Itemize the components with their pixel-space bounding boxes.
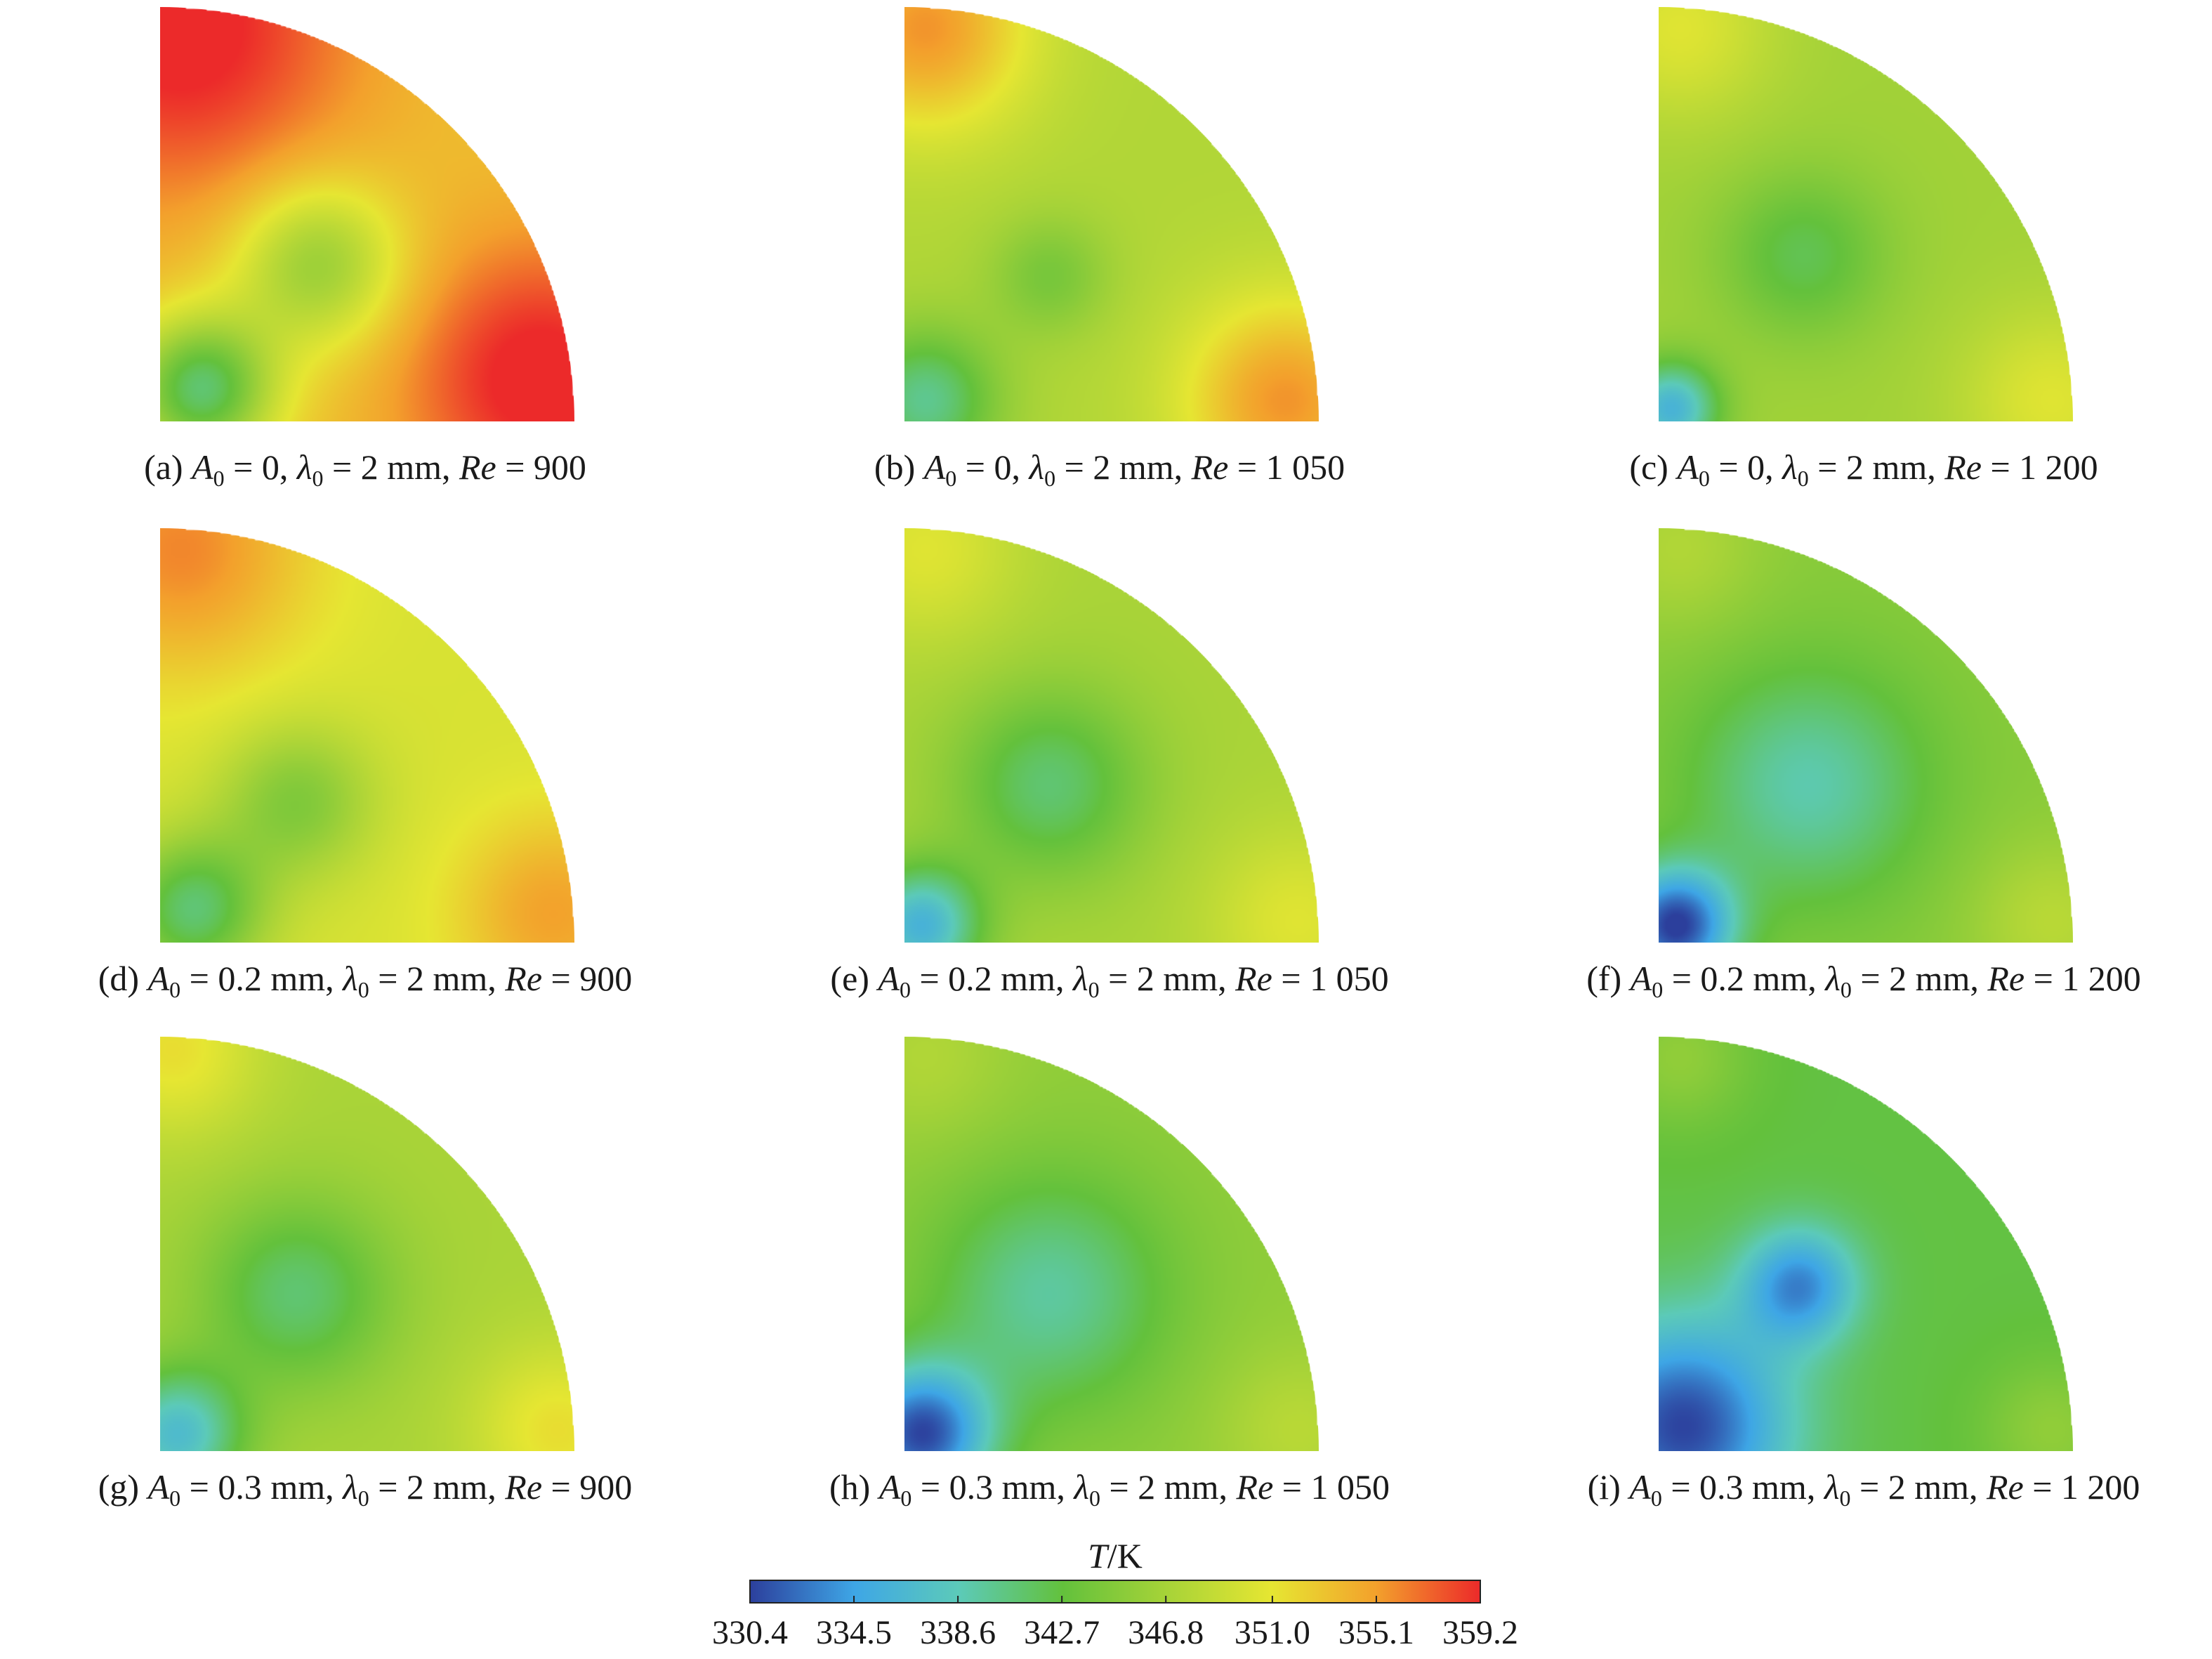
panel-letter: (h) (829, 1467, 879, 1507)
panel-letter: (f) (1586, 959, 1630, 998)
amplitude-value: 0.2 mm (1700, 959, 1808, 998)
colorbar-tick-label: 330.4 (712, 1614, 788, 1651)
amplitude-value: 0.2 mm (948, 959, 1055, 998)
panel-caption: (e) A0 = 0.2 mm, λ0 = 2 mm, Re = 1 050 (830, 959, 1388, 1002)
contour-panel: (g) A0 = 0.3 mm, λ0 = 2 mm, Re = 900 (98, 1037, 632, 1511)
temperature-field (1659, 7, 2073, 421)
temperature-field (904, 1037, 1319, 1451)
colorbar-tick-label: 355.1 (1338, 1614, 1414, 1651)
reynolds-value: 900 (534, 447, 586, 487)
amplitude-value: 0.3 mm (949, 1467, 1057, 1507)
panel-caption: (f) A0 = 0.2 mm, λ0 = 2 mm, Re = 1 200 (1586, 959, 2141, 1002)
wavelength-value: 2 mm (1888, 1467, 1969, 1507)
reynolds-value: 1 200 (2019, 447, 2098, 487)
contour-panel: (f) A0 = 0.2 mm, λ0 = 2 mm, Re = 1 200 (1586, 528, 2141, 1002)
reynolds-value: 1 050 (1310, 959, 1389, 998)
contour-panel: (i) A0 = 0.3 mm, λ0 = 2 mm, Re = 1 200 (1588, 1037, 2140, 1511)
contour-panel: (h) A0 = 0.3 mm, λ0 = 2 mm, Re = 1 050 (829, 1037, 1390, 1511)
panels: (a) A0 = 0, λ0 = 2 mm, Re = 900 (b) A0 = … (98, 7, 2141, 1511)
contour-panel: (d) A0 = 0.2 mm, λ0 = 2 mm, Re = 900 (98, 528, 632, 1002)
temperature-field (160, 7, 574, 421)
panel-caption: (i) A0 = 0.3 mm, λ0 = 2 mm, Re = 1 200 (1588, 1467, 2140, 1511)
amplitude-value: 0.3 mm (218, 1467, 325, 1507)
wavelength-value: 2 mm (1138, 1467, 1218, 1507)
colorbar-tick-label: 342.7 (1024, 1614, 1100, 1651)
panel-letter: (b) (874, 447, 924, 487)
colorbar-tick-label: 334.5 (816, 1614, 892, 1651)
panel-caption: (g) A0 = 0.3 mm, λ0 = 2 mm, Re = 900 (98, 1467, 632, 1511)
colorbar-tick-label: 338.6 (920, 1614, 996, 1651)
reynolds-value: 900 (579, 959, 632, 998)
panel-letter: (c) (1629, 447, 1677, 487)
panel-caption: (a) A0 = 0, λ0 = 2 mm, Re = 900 (144, 447, 586, 491)
contour-panel: (a) A0 = 0, λ0 = 2 mm, Re = 900 (144, 7, 586, 491)
panel-caption: (d) A0 = 0.2 mm, λ0 = 2 mm, Re = 900 (98, 959, 632, 1002)
panel-caption: (c) A0 = 0, λ0 = 2 mm, Re = 1 200 (1629, 447, 2098, 491)
colorbar-tick-label: 346.8 (1128, 1614, 1204, 1651)
reynolds-value: 1 200 (2062, 959, 2141, 998)
panel-letter: (i) (1588, 1467, 1630, 1507)
temperature-field (160, 1037, 574, 1451)
wavelength-value: 2 mm (1846, 447, 1927, 487)
panel-letter: (g) (98, 1467, 148, 1507)
amplitude-value: 0 (994, 447, 1011, 487)
panel-letter: (e) (830, 959, 878, 998)
wavelength-value: 2 mm (407, 959, 487, 998)
panel-letter: (d) (98, 959, 148, 998)
colorbar-title: T/K (1088, 1536, 1143, 1575)
contour-panel: (e) A0 = 0.2 mm, λ0 = 2 mm, Re = 1 050 (830, 528, 1389, 1002)
amplitude-value: 0.2 mm (218, 959, 325, 998)
contour-panel: (c) A0 = 0, λ0 = 2 mm, Re = 1 200 (1629, 7, 2098, 491)
temperature-field (904, 528, 1319, 943)
temperature-field (1659, 528, 2073, 943)
panel-letter: (a) (144, 447, 192, 487)
reynolds-value: 900 (579, 1467, 632, 1507)
colorbar-tick-label: 359.2 (1442, 1614, 1518, 1651)
temperature-field (160, 528, 574, 943)
temperature-field (904, 7, 1319, 421)
colorbar-tick-label: 351.0 (1235, 1614, 1310, 1651)
wavelength-value: 2 mm (1889, 959, 1970, 998)
wavelength-value: 2 mm (1093, 447, 1173, 487)
amplitude-value: 0 (262, 447, 279, 487)
amplitude-value: 0.3 mm (1699, 1467, 1807, 1507)
reynolds-value: 1 050 (1266, 447, 1345, 487)
amplitude-value: 0 (1747, 447, 1765, 487)
reynolds-value: 1 050 (1310, 1467, 1390, 1507)
colorbar-gradient (749, 1580, 1481, 1604)
reynolds-value: 1 200 (2061, 1467, 2140, 1507)
wavelength-value: 2 mm (1137, 959, 1218, 998)
wavelength-value: 2 mm (407, 1467, 487, 1507)
panel-caption: (b) A0 = 0, λ0 = 2 mm, Re = 1 050 (874, 447, 1345, 491)
contour-panel: (b) A0 = 0, λ0 = 2 mm, Re = 1 050 (874, 7, 1345, 491)
colorbar: T/K 330.4 334.5 338.6 342.7 346.8 351.0 355.1 35… (712, 1536, 1518, 1651)
panel-caption: (h) A0 = 0.3 mm, λ0 = 2 mm, Re = 1 050 (829, 1467, 1390, 1511)
temperature-field (1659, 1037, 2073, 1451)
wavelength-value: 2 mm (361, 447, 442, 487)
